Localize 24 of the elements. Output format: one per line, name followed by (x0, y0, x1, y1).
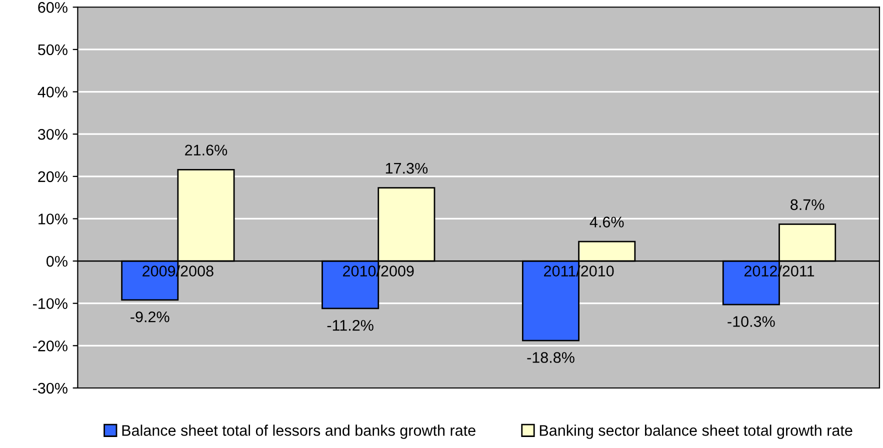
x-tick-label: 2011/2010 (544, 265, 614, 276)
data-label: -11.2% (327, 320, 374, 331)
data-label: -10.3% (728, 316, 775, 327)
y-tick-label: 40% (38, 86, 68, 98)
y-tick-label: 0% (46, 256, 68, 267)
y-tick-label: -20% (32, 340, 68, 352)
legend-label: Banking sector balance sheet total growth rate (540, 424, 852, 439)
y-tick-label: -30% (32, 382, 68, 394)
data-label: -18.8% (527, 352, 574, 363)
y-tick-label: 10% (38, 214, 68, 224)
x-tick-label: 2009/2008 (142, 265, 214, 276)
data-label: 17.3% (386, 162, 428, 174)
y-tick-label: 20% (38, 171, 68, 182)
data-label: 8.7% (790, 199, 824, 210)
y-tick-label: 30% (38, 128, 68, 140)
y-tick-label: -10% (32, 298, 68, 310)
x-tick-label: 2012/2011 (744, 265, 814, 276)
legend-label: Balance sheet total of lessors and banks growth rate (122, 424, 476, 439)
data-label: 4.6% (590, 216, 624, 228)
y-tick-label: 60% (38, 2, 68, 13)
data-label: 21.6% (185, 144, 228, 156)
y-tick-label: 50% (38, 44, 68, 56)
data-label: -9.2% (130, 311, 170, 322)
x-tick-label: 2010/2009 (343, 265, 414, 276)
